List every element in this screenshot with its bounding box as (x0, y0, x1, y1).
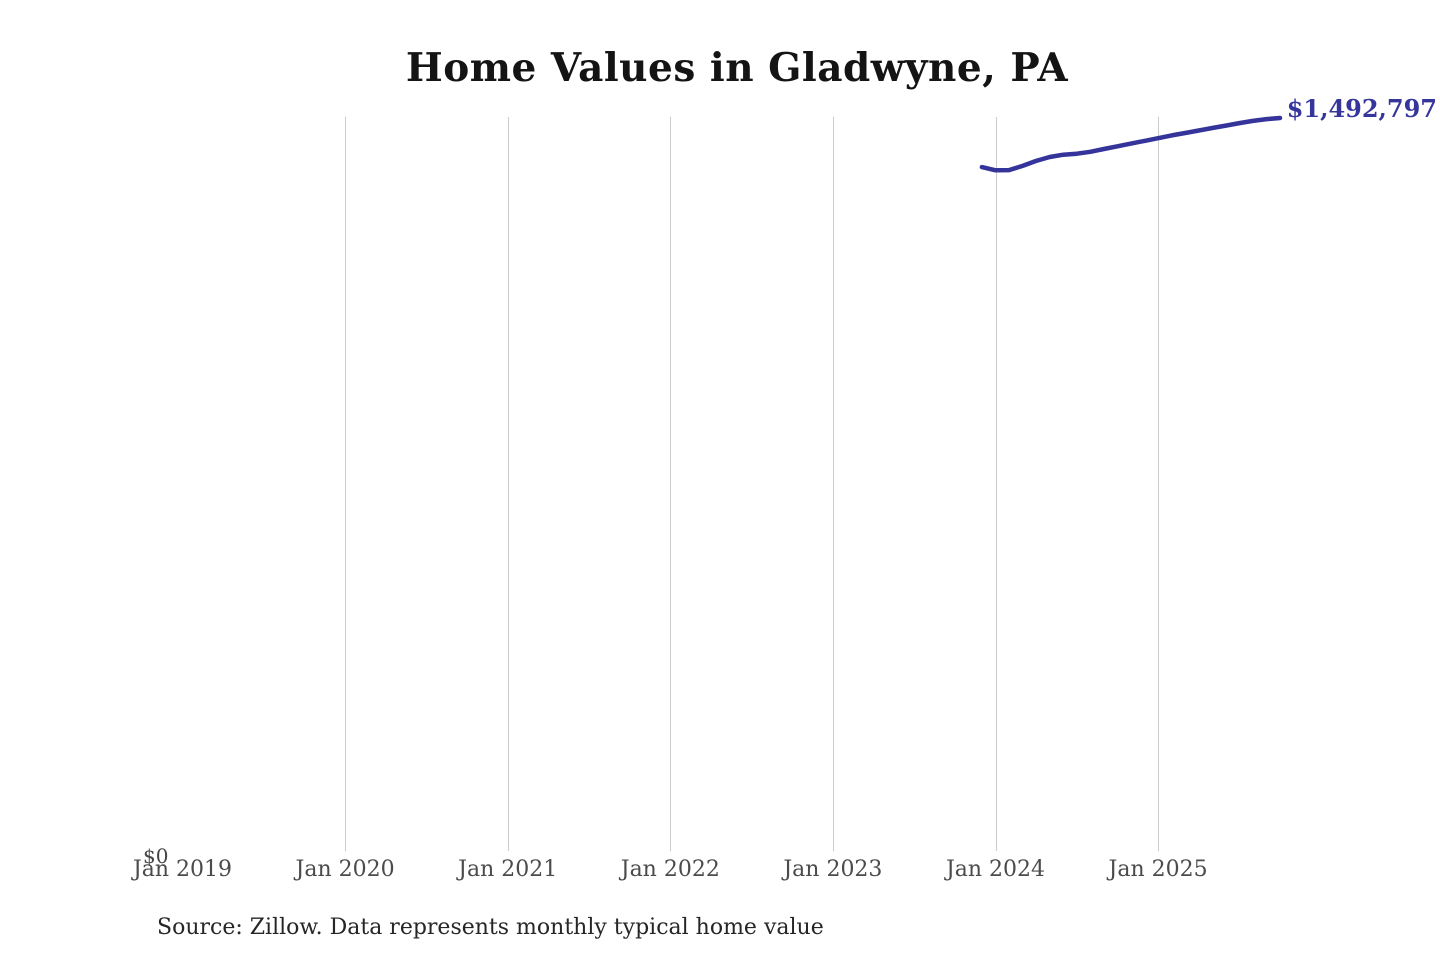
year-gridline (995, 117, 997, 851)
x-axis-label: Jan 2020 (295, 857, 395, 882)
x-axis-label: Jan 2025 (1108, 857, 1208, 882)
year-gridline (1158, 117, 1160, 851)
source-note: Source: Zillow. Data represents monthly … (157, 915, 824, 940)
home-value-line (979, 115, 1283, 173)
x-axis-label: Jan 2021 (458, 857, 558, 882)
x-axis-label: Jan 2023 (783, 857, 883, 882)
x-axis-label: Jan 2022 (620, 857, 720, 882)
x-axis-label: Jan 2019 (132, 857, 233, 882)
year-gridline (507, 117, 509, 851)
year-gridline (345, 117, 347, 851)
y-axis-zero-label: $0 (143, 844, 169, 868)
year-gridline (832, 117, 834, 851)
latest-value-label: $1,492,797 (1286, 94, 1437, 123)
chart-title: Home Values in Gladwyne, PA (405, 45, 1069, 91)
x-axis-label: Jan 2024 (945, 857, 1046, 882)
year-gridline (670, 117, 672, 851)
